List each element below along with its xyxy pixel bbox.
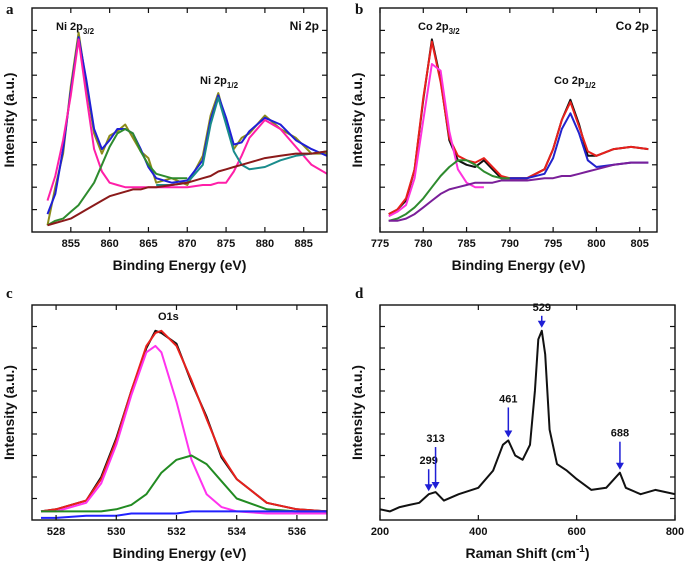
x-tick-label: 800 bbox=[587, 238, 605, 250]
peak-label: 529 bbox=[533, 302, 551, 314]
peak-label: 688 bbox=[611, 428, 629, 440]
peak-arrow-head bbox=[504, 430, 513, 438]
panel-label: a bbox=[6, 2, 14, 18]
x-axis-label: Binding Energy (eV) bbox=[113, 257, 247, 273]
x-tick-label: 532 bbox=[167, 526, 185, 538]
plot-area bbox=[46, 31, 327, 227]
x-tick-label: 800 bbox=[666, 526, 684, 538]
panel-title: Ni 2p bbox=[290, 19, 319, 33]
x-axis-label: Raman Shift (cm-1) bbox=[465, 544, 589, 561]
panel-label: b bbox=[355, 2, 363, 18]
peak-annotation-sub: 3/2 bbox=[83, 27, 95, 36]
x-tick-label: 870 bbox=[178, 238, 196, 250]
peak-annotation-text: Ni 2p bbox=[200, 75, 227, 87]
data-line bbox=[41, 510, 327, 519]
data-line bbox=[47, 128, 188, 227]
data-line bbox=[388, 161, 649, 222]
x-tick-label: 400 bbox=[469, 526, 487, 538]
peak-annotation-text: O1s bbox=[158, 311, 179, 323]
data-line bbox=[388, 159, 510, 222]
data-line bbox=[41, 454, 327, 513]
peak-annotation: Ni 2p3/2 bbox=[56, 21, 95, 36]
panel-title: Co 2p bbox=[616, 19, 649, 33]
x-axis-label: Binding Energy (eV) bbox=[113, 545, 247, 561]
data-line bbox=[40, 329, 327, 513]
y-axis-label: Intensity (a.u.) bbox=[1, 365, 17, 460]
peak-annotation-sub: 1/2 bbox=[227, 81, 239, 90]
x-tick-label: 790 bbox=[501, 238, 519, 250]
plot-area bbox=[40, 329, 327, 519]
peak-annotation-sub: 1/2 bbox=[585, 81, 597, 90]
x-tick-label: 785 bbox=[457, 238, 475, 250]
y-axis-label: Intensity (a.u.) bbox=[349, 365, 365, 460]
x-tick-label: 865 bbox=[139, 238, 157, 250]
peak-annotation: Co 2p1/2 bbox=[554, 75, 596, 90]
x-axis-label-tail: ) bbox=[585, 545, 590, 561]
x-tick-label: 600 bbox=[567, 526, 585, 538]
peak-arrow-head bbox=[615, 462, 624, 470]
plot-frame bbox=[31, 7, 328, 233]
peak-annotation-text: Co 2p bbox=[418, 21, 449, 33]
peak-arrow-head bbox=[431, 482, 440, 490]
data-line bbox=[46, 36, 327, 215]
x-tick-label: 875 bbox=[217, 238, 235, 250]
x-tick-label: 805 bbox=[631, 238, 649, 250]
data-line bbox=[41, 344, 327, 515]
peak-annotation: O1s bbox=[158, 311, 179, 323]
x-tick-label: 880 bbox=[256, 238, 274, 250]
x-tick-label: 855 bbox=[62, 238, 80, 250]
peak-arrow-head bbox=[537, 320, 546, 328]
x-tick-label: 775 bbox=[371, 238, 389, 250]
data-line bbox=[46, 38, 327, 201]
peak-label: 461 bbox=[499, 393, 517, 405]
x-tick-label: 530 bbox=[107, 526, 125, 538]
panel-label: d bbox=[355, 286, 364, 302]
data-line bbox=[388, 40, 649, 215]
x-tick-label: 860 bbox=[100, 238, 118, 250]
x-axis-label-text: Raman Shift (cm bbox=[465, 545, 575, 561]
plot-frame bbox=[379, 304, 676, 521]
peak-annotation: Ni 2p1/2 bbox=[200, 75, 239, 90]
data-line bbox=[40, 329, 327, 513]
y-axis-label: Intensity (a.u.) bbox=[349, 73, 365, 168]
y-axis-label: Intensity (a.u.) bbox=[1, 73, 17, 168]
data-line bbox=[47, 150, 327, 227]
data-line bbox=[380, 329, 675, 513]
x-tick-label: 780 bbox=[414, 238, 432, 250]
peak-label: 313 bbox=[426, 433, 444, 445]
x-axis-label: Binding Energy (eV) bbox=[452, 257, 586, 273]
peak-label: 299 bbox=[419, 455, 437, 467]
peak-annotation-text: Co 2p bbox=[554, 75, 585, 87]
x-tick-label: 534 bbox=[228, 526, 247, 538]
x-tick-label: 795 bbox=[544, 238, 562, 250]
data-line bbox=[156, 96, 327, 186]
x-tick-label: 885 bbox=[295, 238, 313, 250]
plot-area bbox=[380, 329, 675, 513]
x-axis-label-sup: -1 bbox=[576, 544, 585, 555]
peak-annotation-sub: 3/2 bbox=[449, 27, 461, 36]
x-tick-label: 200 bbox=[371, 526, 389, 538]
x-tick-label: 536 bbox=[288, 526, 306, 538]
x-tick-label: 528 bbox=[47, 526, 65, 538]
panel-label: c bbox=[6, 286, 13, 302]
data-line bbox=[388, 63, 484, 218]
peak-arrow-head bbox=[424, 484, 433, 492]
peak-annotation-text: Ni 2p bbox=[56, 21, 83, 33]
plot-area bbox=[388, 38, 649, 222]
peak-annotation: Co 2p3/2 bbox=[418, 21, 460, 36]
